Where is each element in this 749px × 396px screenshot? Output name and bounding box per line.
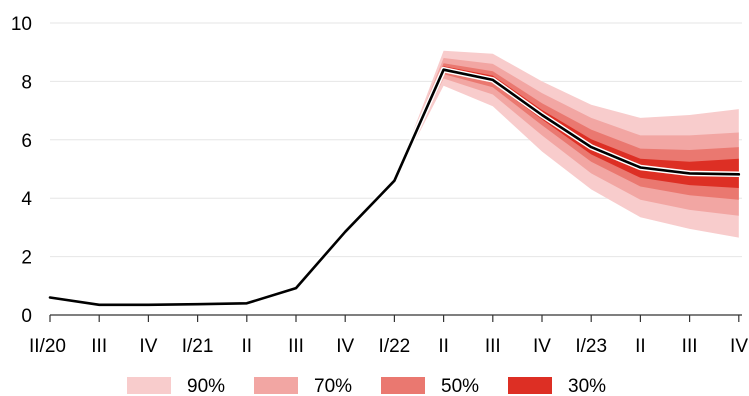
x-tick-labels: II/20 III IV I/21 II III IV I/22 II III IV I/23 II II… bbox=[29, 336, 748, 357]
legend-swatch-90 bbox=[127, 377, 171, 394]
legend: 90% 70% 50% 30% bbox=[127, 376, 606, 396]
x-tick-label: IV bbox=[336, 336, 354, 357]
fan-bands bbox=[394, 50, 739, 238]
series-line bbox=[48, 68, 741, 307]
x-tick-label: III bbox=[288, 336, 304, 357]
y-tick-label: 10 bbox=[11, 14, 32, 35]
y-tick-label: 8 bbox=[21, 72, 32, 93]
legend-swatch-50 bbox=[381, 377, 425, 394]
legend-swatch-70 bbox=[254, 377, 298, 394]
legend-label: 90% bbox=[187, 376, 225, 396]
x-tick-label: II bbox=[438, 336, 449, 357]
legend-label: 30% bbox=[568, 376, 606, 396]
legend-label: 50% bbox=[441, 376, 479, 396]
x-tick-label: III bbox=[485, 336, 501, 357]
x-tick-label: I/21 bbox=[182, 336, 214, 357]
series-line-group bbox=[47, 66, 742, 308]
y-tick-label: 2 bbox=[21, 248, 32, 269]
x-tick-label: II/20 bbox=[29, 336, 66, 357]
axes bbox=[49, 314, 742, 322]
x-tick-label: IV bbox=[730, 336, 748, 357]
y-tick-label: 4 bbox=[21, 189, 32, 210]
x-tick-label: II bbox=[635, 336, 646, 357]
y-tick-labels: 0 2 4 6 8 10 bbox=[11, 14, 33, 327]
x-tick-label: IV bbox=[139, 336, 157, 357]
x-tick-label: III bbox=[682, 336, 698, 357]
fan-band-4 bbox=[394, 66, 739, 188]
legend-label: 70% bbox=[314, 376, 352, 396]
x-tick-label: IV bbox=[533, 336, 551, 357]
y-tick-label: 0 bbox=[21, 306, 32, 327]
x-tick-label: I/22 bbox=[379, 336, 411, 357]
y-tick-label: 6 bbox=[21, 131, 32, 152]
legend-swatch-30 bbox=[508, 377, 552, 394]
x-tick-label: I/23 bbox=[575, 336, 607, 357]
x-tick-label: II bbox=[242, 336, 253, 357]
x-tick-label: III bbox=[91, 336, 107, 357]
